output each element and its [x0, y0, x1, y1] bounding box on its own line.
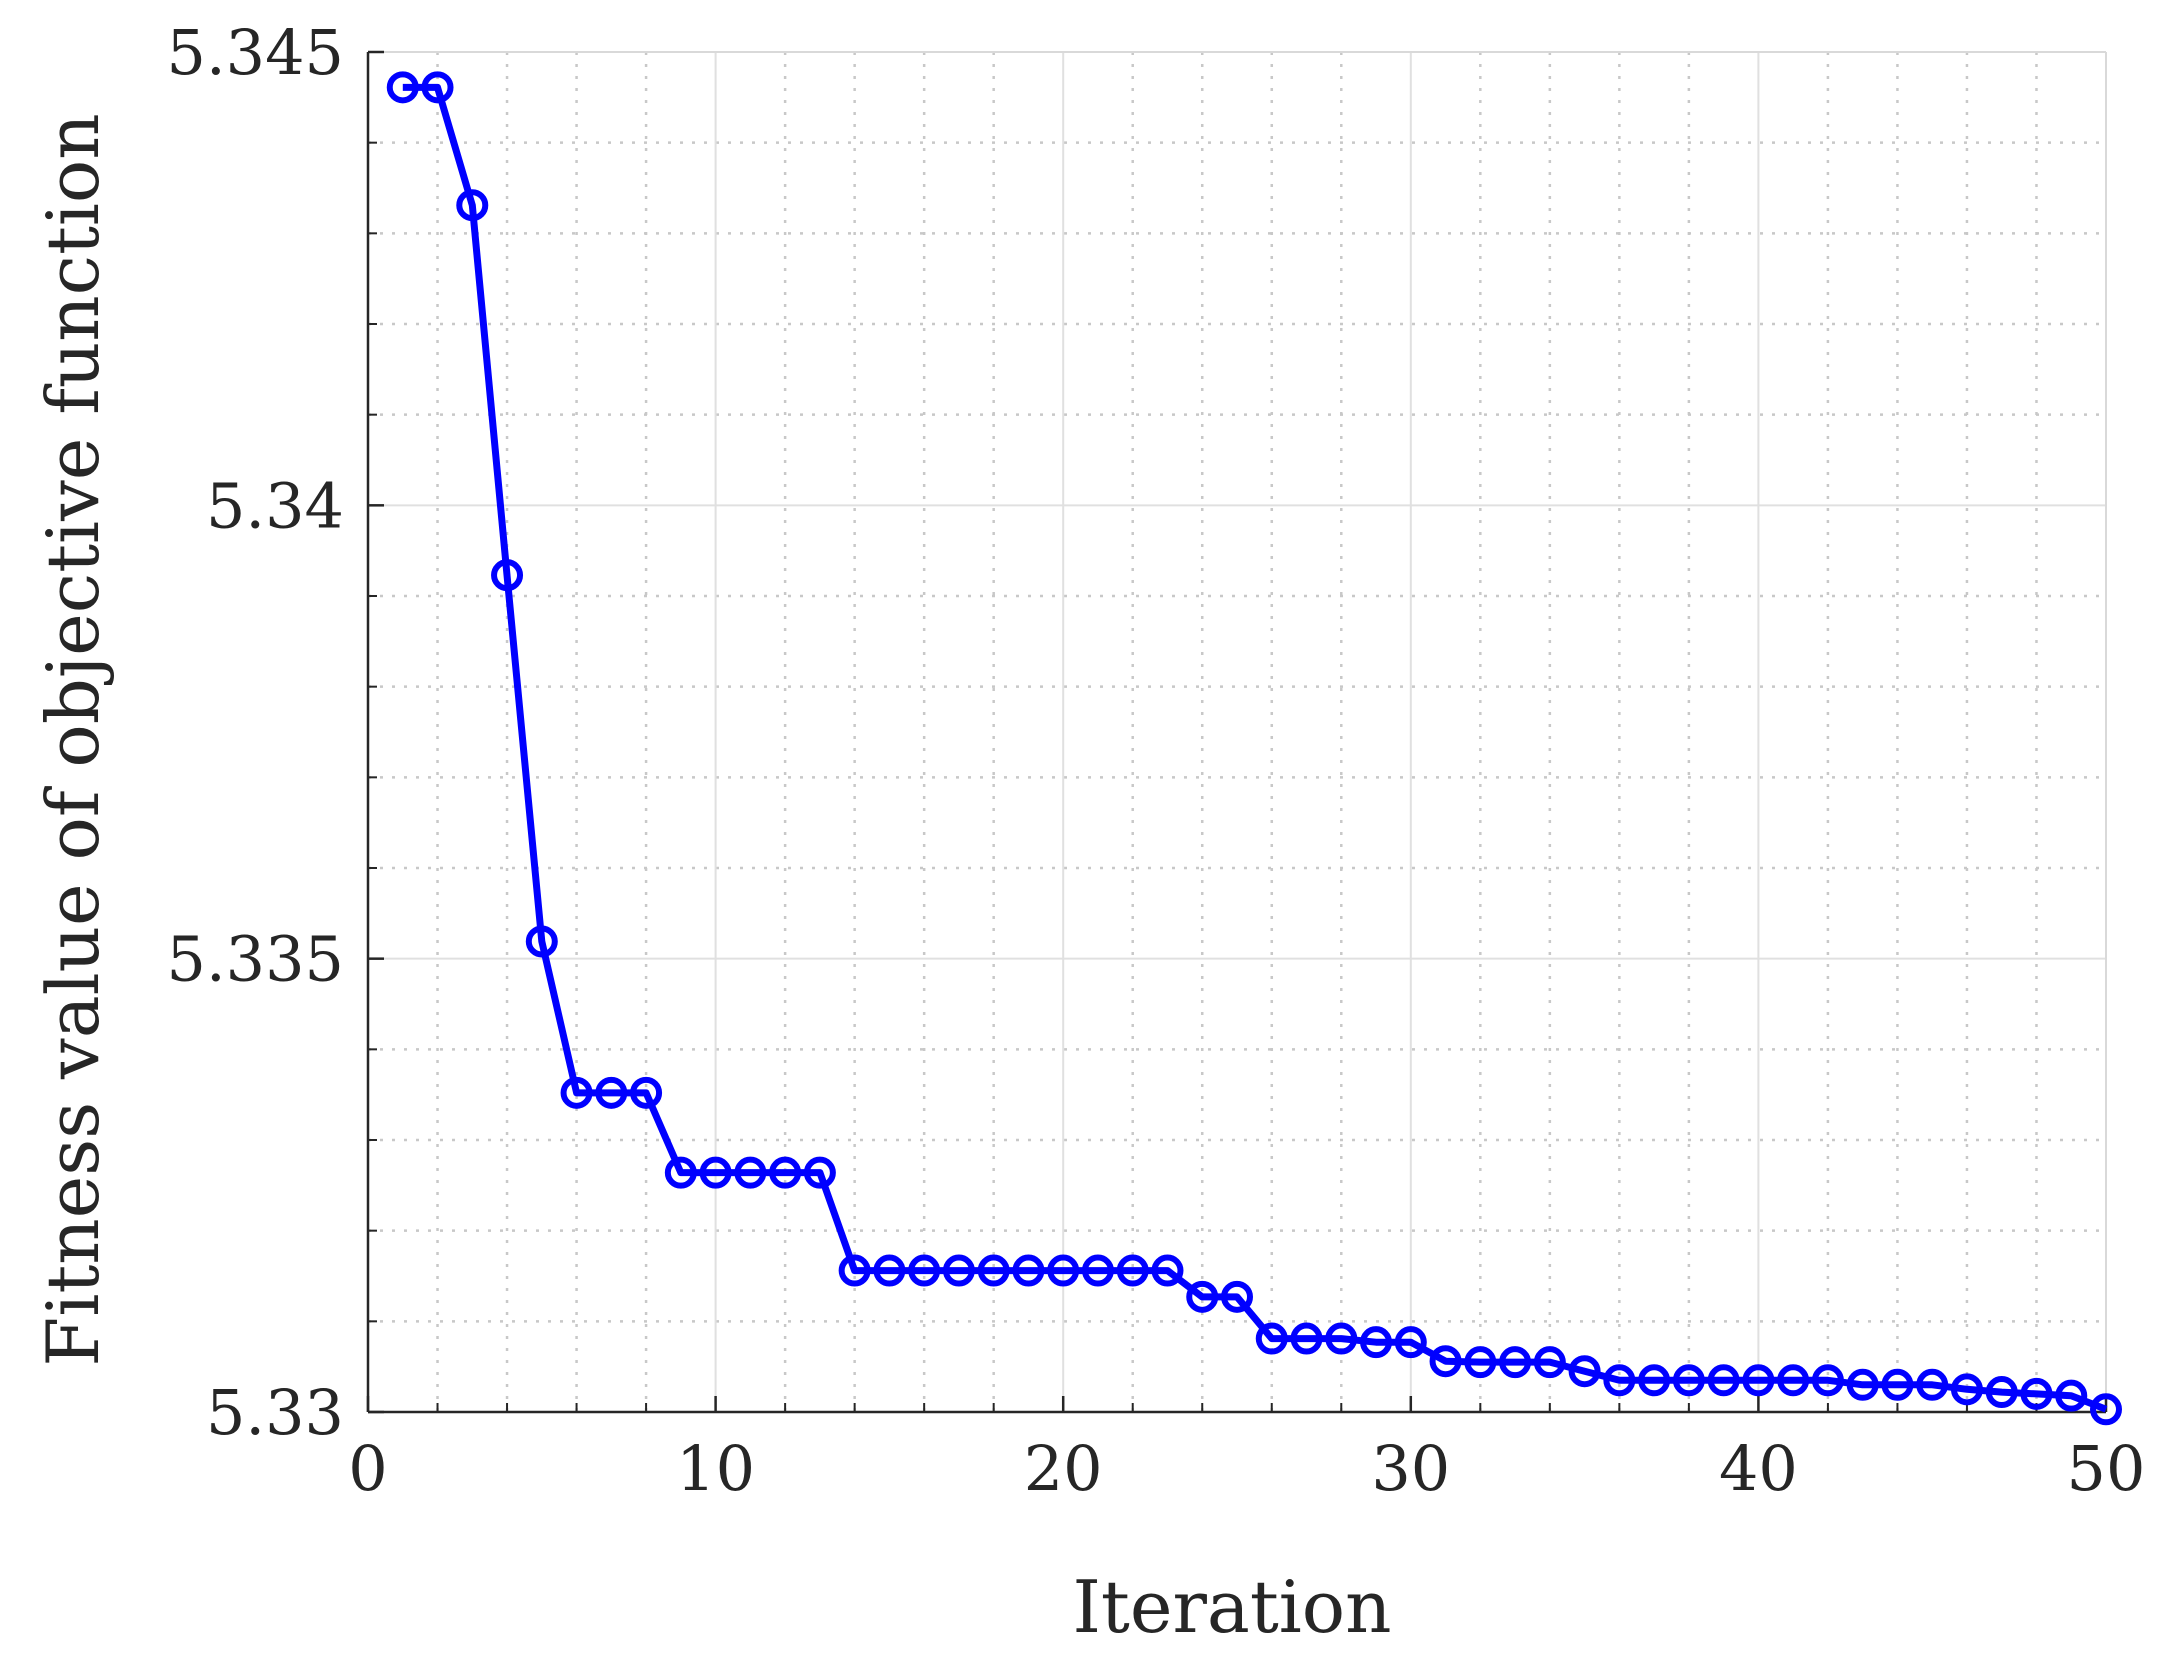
data-point-marker: [1429, 1345, 1462, 1378]
data-point-marker: [1742, 1364, 1775, 1397]
data-point-marker: [1464, 1346, 1497, 1379]
axes: [366, 50, 2108, 1414]
data-point-marker: [1985, 1376, 2018, 1409]
data-point-marker: [1394, 1326, 1427, 1359]
data-point-marker: [1255, 1322, 1288, 1355]
y-tick-label: 5.33: [206, 1376, 344, 1449]
data-point-marker: [699, 1156, 732, 1189]
data-point-marker: [942, 1254, 975, 1287]
grid: [367, 51, 2107, 1413]
data-point-marker: [1881, 1368, 1914, 1401]
data-point-marker: [1081, 1254, 1114, 1287]
x-tick-label: 0: [348, 1432, 387, 1505]
y-axis-label: Fitness value of objective function: [31, 113, 115, 1366]
data-point-marker: [2055, 1379, 2088, 1412]
data-point-marker: [560, 1076, 593, 1109]
data-point-marker: [1151, 1254, 1184, 1287]
data-point-marker: [873, 1254, 906, 1287]
data-point-marker: [803, 1156, 836, 1189]
data-point-marker: [421, 71, 454, 104]
data-point-marker: [1186, 1280, 1219, 1313]
series-layer: [386, 71, 2122, 1426]
data-point-marker: [1290, 1322, 1323, 1355]
data-point-marker: [1499, 1346, 1532, 1379]
data-point-marker: [1846, 1368, 1879, 1401]
series-line: [402, 83, 2108, 1413]
data-point-marker: [977, 1254, 1010, 1287]
data-point-marker: [1360, 1326, 1393, 1359]
data-point-marker: [1533, 1346, 1566, 1379]
data-point-marker: [1603, 1364, 1636, 1397]
data-point-marker: [630, 1076, 663, 1109]
data-point-marker: [769, 1156, 802, 1189]
data-point-marker: [734, 1156, 767, 1189]
data-point-marker: [1116, 1254, 1149, 1287]
tick-labels: 0 10 20 30 40 50 5.33 5.335 5.34 5.345: [167, 16, 2146, 1505]
data-point-marker: [1325, 1322, 1358, 1355]
data-point-marker: [908, 1254, 941, 1287]
data-point-marker: [2090, 1393, 2122, 1426]
y-tick-label: 5.345: [167, 16, 345, 89]
data-point-marker: [456, 189, 489, 222]
y-tick-label: 5.34: [206, 469, 344, 542]
y-tick-label: 5.335: [167, 923, 345, 996]
data-point-marker: [1707, 1364, 1740, 1397]
data-point-marker: [1047, 1254, 1080, 1287]
data-point-marker: [1012, 1254, 1045, 1287]
data-point-marker: [1672, 1364, 1705, 1397]
data-point-marker: [386, 71, 419, 104]
data-point-marker: [1916, 1368, 1949, 1401]
data-point-marker: [1950, 1373, 1983, 1406]
data-point-marker: [1811, 1364, 1844, 1397]
data-point-marker: [838, 1254, 871, 1287]
data-point-marker: [1221, 1280, 1253, 1313]
data-point-marker: [1777, 1364, 1810, 1397]
x-tick-label: 30: [1371, 1432, 1450, 1505]
data-point-marker: [1638, 1364, 1671, 1397]
x-tick-label: 20: [1024, 1432, 1103, 1505]
data-point-marker: [525, 925, 558, 958]
data-point-marker: [1568, 1355, 1601, 1388]
data-point-marker: [491, 559, 524, 592]
x-tick-label: 40: [1719, 1432, 1798, 1505]
x-tick-label: 10: [676, 1432, 755, 1505]
data-point-marker: [595, 1076, 628, 1109]
x-tick-label: 50: [2067, 1432, 2146, 1505]
data-point-marker: [2020, 1377, 2053, 1410]
x-axis-label: Iteration: [1072, 1565, 1391, 1649]
data-point-marker: [664, 1156, 697, 1189]
